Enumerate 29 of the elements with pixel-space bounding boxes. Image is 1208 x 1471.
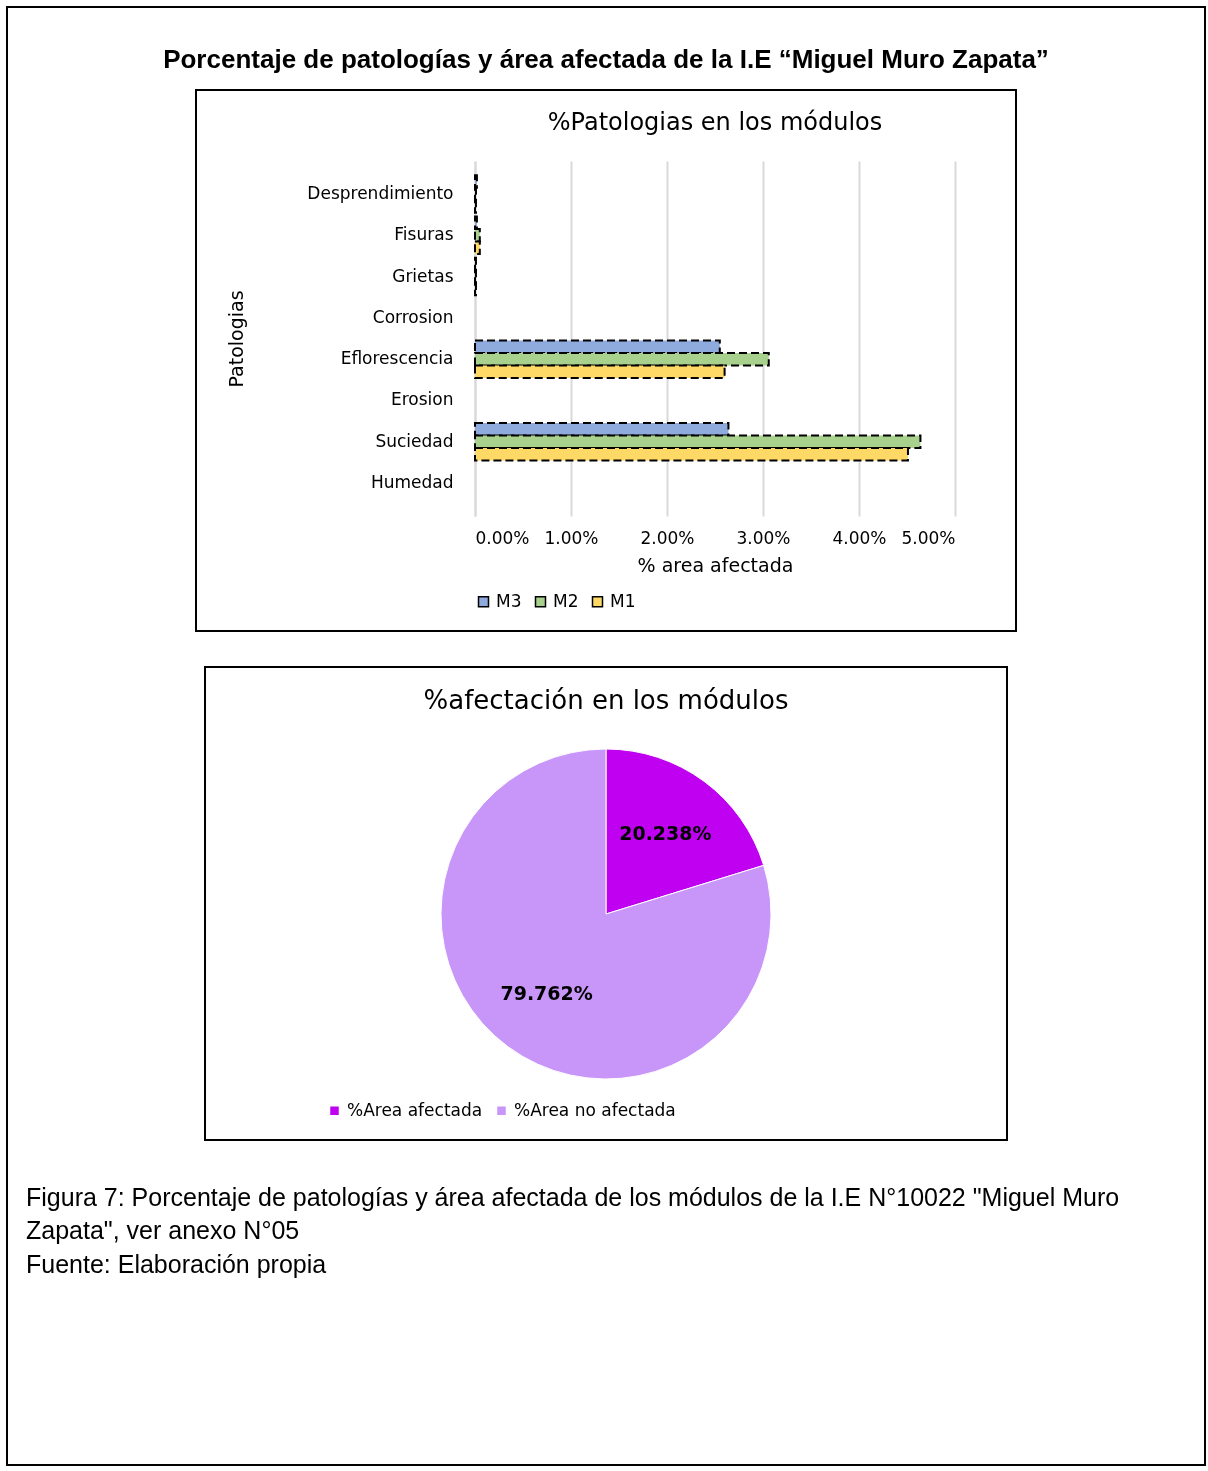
legend-label: M2 bbox=[553, 590, 579, 611]
text: Figura 7: Porcentaje de patologías y área afectada de los módulos de la I.E N°10022 "Miguel Muro Zapata", ver anexo N°05 bbox=[26, 1182, 1121, 1246]
y-tick-label: Grietas bbox=[392, 265, 454, 286]
x-axis-title: % area afectada bbox=[637, 553, 794, 576]
y-tick-label: Suciedad bbox=[375, 430, 454, 451]
x-tick-label: 2.00% bbox=[640, 527, 695, 548]
x-tick-label: 0.00% bbox=[475, 527, 530, 548]
x-tick-label: 5.00% bbox=[901, 527, 956, 548]
legend-label: M3 bbox=[496, 590, 522, 611]
source-note: Fuente: Elaboración propia bbox=[26, 1249, 328, 1280]
legend-label: %Area no afectada bbox=[514, 1099, 676, 1120]
text: Porcentaje de patologías y área afectada de la I.E “Miguel Muro Zapata” bbox=[162, 44, 1050, 75]
y-tick-label: Corrosion bbox=[372, 306, 454, 327]
x-tick-label: 3.00% bbox=[736, 527, 791, 548]
y-tick-label: Eflorescencia bbox=[340, 348, 454, 369]
y-tick-label: Fisuras bbox=[394, 224, 454, 245]
legend-label: %Area afectada bbox=[347, 1099, 483, 1120]
x-tick-label: 4.00% bbox=[832, 527, 887, 548]
y-tick-label: Erosion bbox=[390, 389, 454, 410]
data-label: 20.238% bbox=[619, 821, 712, 844]
y-tick-label: Humedad bbox=[370, 471, 454, 492]
x-tick-label: 1.00% bbox=[544, 527, 599, 548]
pie-slice bbox=[440, 748, 772, 1080]
data-label: 79.762% bbox=[500, 982, 593, 1005]
chart-title: %Patologias en los módulos bbox=[547, 108, 883, 136]
chart-title: %afectación en los módulos bbox=[423, 685, 789, 715]
legend-label: M1 bbox=[610, 590, 636, 611]
y-tick-label: Desprendimiento bbox=[307, 183, 454, 204]
y-axis-title: Patologias bbox=[225, 290, 248, 388]
